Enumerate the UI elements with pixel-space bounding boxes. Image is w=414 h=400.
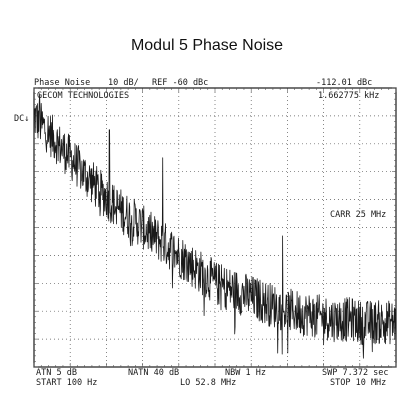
- frame-ticks: [33, 87, 397, 368]
- noise-attenuation-label: NATN 40 dB: [128, 368, 180, 378]
- stop-frequency-label: STOP 10 MHz: [330, 378, 387, 388]
- start-frequency-label: START 100 Hz: [36, 378, 98, 388]
- company-label: GECOM TECHNOLOGIES: [37, 91, 130, 101]
- marker-frequency-readout: 1.662775 kHz: [318, 91, 380, 101]
- mode-label: Phase Noise: [34, 78, 91, 88]
- marker-level-readout: -112.01 dBc: [316, 78, 373, 88]
- carrier-frequency-label: CARR 25 MHz: [330, 210, 387, 220]
- sweep-time-label: SWP 7.372 sec: [322, 368, 389, 378]
- phase-noise-trace: [33, 93, 397, 359]
- chart-grid: [34, 88, 396, 367]
- dc-marker-label: DC↓: [14, 114, 30, 124]
- local-oscillator-label: LO 52.8 MHz: [180, 378, 237, 388]
- attenuation-label: ATN 5 dB: [36, 368, 77, 378]
- scale-label: 10 dB/: [108, 78, 139, 88]
- page-title: Modul 5 Phase Noise: [130, 37, 284, 54]
- reference-level-label: REF -60 dBc: [152, 78, 209, 88]
- noise-bandwidth-label: NBW 1 Hz: [225, 368, 266, 378]
